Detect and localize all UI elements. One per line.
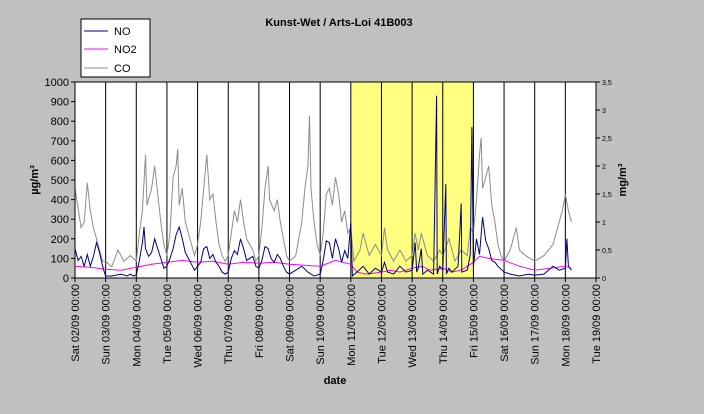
x-tick-label: Mon 11/09 00:00: [346, 284, 358, 366]
y-tick-left-label: 1000: [45, 77, 69, 89]
y-tick-left-label: 400: [51, 195, 69, 207]
y-tick-left-label: 900: [51, 97, 69, 109]
y-tick-right-label: 1: [602, 220, 606, 227]
x-tick-label: Thu 07/09 00:00: [223, 284, 235, 364]
y-tick-left-label: 300: [51, 214, 69, 226]
x-tick-label: Tue 12/09 00:00: [376, 284, 388, 364]
y-tick-left-label: 0: [63, 273, 69, 285]
x-tick-label: Sat 09/09 00:00: [285, 284, 297, 362]
y-tick-left-label: 200: [51, 234, 69, 246]
x-tick-label: Mon 18/09 00:00: [560, 284, 572, 367]
x-tick-label: Mon 04/09 00:00: [131, 284, 143, 367]
series-line-co: [74, 115, 572, 268]
x-tick-label: Sun 17/09 00:00: [530, 284, 542, 365]
y-tick-right-label: 2: [602, 164, 606, 171]
y-tick-right-label: 1,5: [602, 192, 612, 199]
x-tick-label: Fri 08/09 00:00: [254, 284, 266, 358]
x-axis-title: date: [324, 375, 347, 387]
x-tick-label: Sun 03/09 00:00: [101, 284, 113, 365]
legend-label-no2: NO2: [114, 44, 137, 56]
y-tick-right-label: 0,5: [602, 248, 612, 255]
y-tick-left-label: 800: [51, 116, 69, 128]
legend-label-co: CO: [114, 63, 131, 75]
y-tick-right-label: 2,5: [602, 136, 612, 143]
y-tick-left-label: 100: [51, 253, 69, 265]
x-tick-label: Fri 15/09 00:00: [468, 284, 480, 358]
y-tick-left-label: 600: [51, 155, 69, 167]
x-tick-label: Thu 14/09 00:00: [438, 284, 450, 364]
x-tick-label: Tue 05/09 00:00: [162, 284, 174, 364]
y-tick-left-label: 500: [51, 175, 69, 187]
x-tick-label: Sat 16/09 00:00: [499, 284, 511, 362]
y-tick-right-label: 0: [602, 276, 606, 283]
x-tick-label: Tue 19/09 00:00: [591, 284, 603, 364]
y-tick-left-label: 700: [51, 136, 69, 148]
x-tick-label: Wed 06/09 00:00: [193, 284, 205, 368]
series-line-no: [74, 95, 572, 278]
x-tick-label: Wed 13/09 00:00: [407, 284, 419, 368]
y-axis-title-right: mg/m³: [617, 163, 629, 196]
legend-box: [80, 18, 151, 78]
y-axis-title-left: µg/m³: [29, 165, 41, 195]
y-tick-right-label: 3: [602, 108, 606, 115]
y-tick-right-label: 3,5: [602, 80, 612, 87]
x-tick-label: Sun 10/09 00:00: [315, 284, 327, 365]
chart-title: Kunst-Wet / Arts-Loi 41B003: [265, 17, 412, 29]
legend-label-no: NO: [114, 26, 131, 38]
x-tick-label: Sat 02/09 00:00: [70, 284, 82, 362]
legend: NO NO2 CO: [80, 18, 151, 78]
